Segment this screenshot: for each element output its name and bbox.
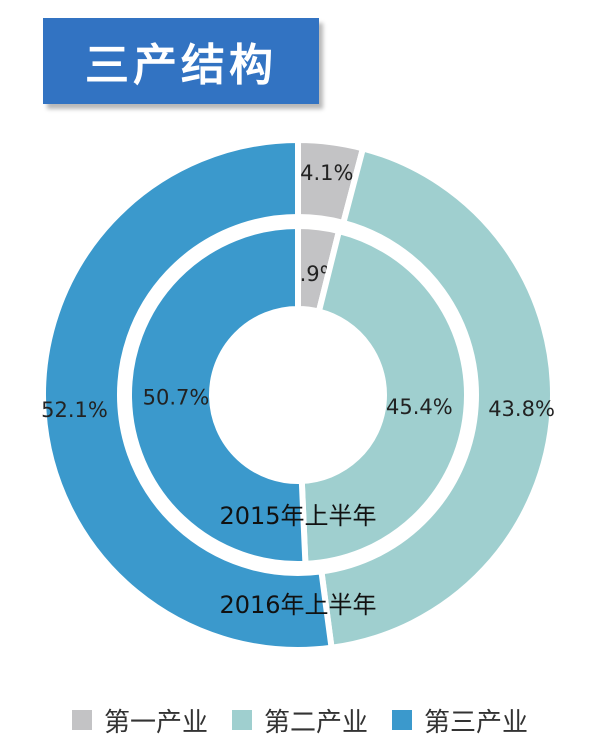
outer-ring-label-secondary: 43.8% (488, 397, 555, 421)
legend-swatch-primary (71, 710, 92, 730)
inner-ring-label-tertiary: 50.7% (143, 386, 210, 410)
outer-ring-series-label: 2016年上半年 (219, 591, 376, 619)
legend-swatch-secondary (231, 710, 252, 730)
inner-ring-slice-secondary (298, 227, 470, 567)
legend-item-primary: 第一产业 (71, 702, 208, 739)
inner-ring-label-secondary: 45.4% (386, 395, 453, 419)
legend-swatch-tertiary (392, 710, 412, 730)
nested-donut-chart: 4.1%43.8%52.1%3.9%45.4%50.7%2016年上半年2015… (40, 136, 556, 653)
outer-ring-slice-secondary (318, 144, 556, 652)
chart-title: 三产结构 (85, 40, 277, 91)
legend-item-secondary: 第二产业 (231, 702, 368, 739)
legend-label-secondary: 第二产业 (263, 707, 368, 738)
inner-ring-series-label: 2015年上半年 (219, 502, 376, 530)
outer-ring-label-tertiary: 52.1% (41, 398, 108, 422)
title-banner: 三产结构 (43, 18, 319, 104)
inner-ring-slice-tertiary (126, 222, 309, 567)
outer-ring-label-primary: 4.1% (300, 161, 353, 185)
legend-item-tertiary: 第三产业 (392, 702, 528, 739)
outer-ring-slice-tertiary (40, 136, 335, 653)
legend: 第一产业 第二产业 第三产业 (0, 700, 600, 740)
legend-label-primary: 第一产业 (103, 707, 208, 738)
legend-label-tertiary: 第三产业 (424, 707, 529, 738)
